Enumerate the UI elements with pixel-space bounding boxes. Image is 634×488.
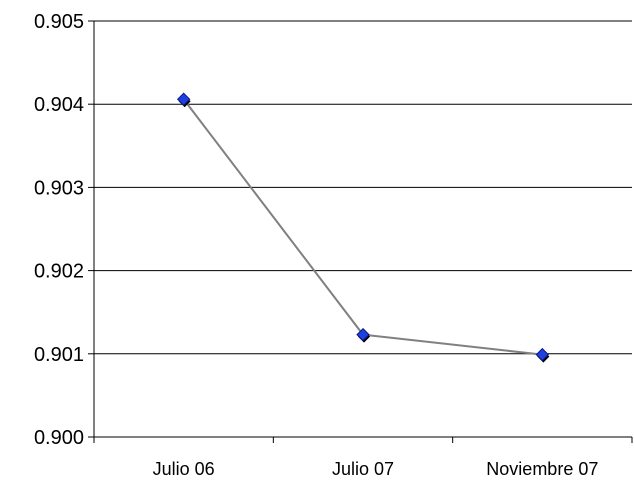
data-point-marker: [176, 92, 191, 106]
y-tick-label: 0.900: [34, 427, 84, 449]
x-tick-label: Noviembre 07: [486, 459, 598, 479]
x-tick-label: Julio 07: [332, 459, 394, 479]
y-tick-label: 0.901: [34, 344, 84, 366]
y-tick-label: 0.905: [34, 11, 84, 33]
data-point-marker: [535, 347, 550, 362]
data-point: [535, 347, 550, 363]
x-tick-label: Julio 06: [153, 459, 215, 479]
y-tick-labels: 0.900 0.901 0.902 0.903 0.904 0.905: [34, 11, 84, 449]
series-line: [182, 98, 543, 356]
data-point: [356, 327, 370, 343]
x-tick-labels: Julio 06 Julio 07 Noviembre 07: [153, 459, 599, 479]
series-points: [176, 92, 550, 363]
data-point-marker: [356, 327, 370, 342]
gridlines: [94, 20, 632, 355]
series-lines: [182, 98, 543, 356]
axes: [88, 20, 633, 443]
y-tick-label: 0.903: [34, 177, 84, 199]
y-tick-label: 0.902: [34, 261, 84, 283]
y-tick-label: 0.904: [34, 94, 84, 116]
data-point: [176, 92, 191, 108]
